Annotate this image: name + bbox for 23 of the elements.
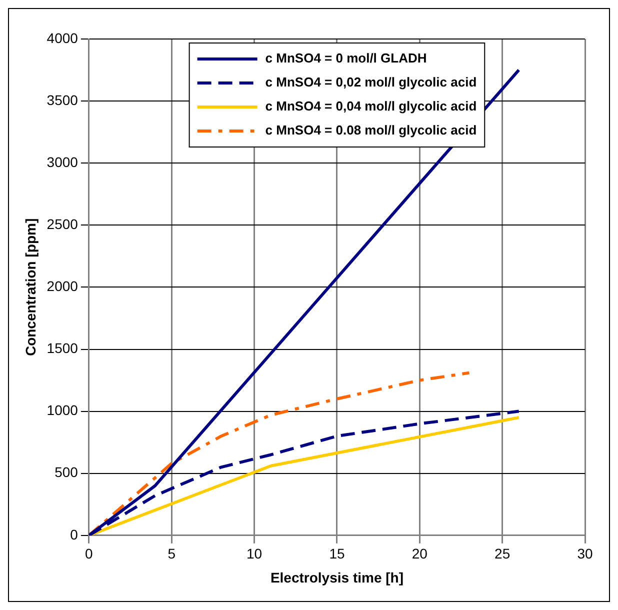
line-series <box>88 371 471 536</box>
y-tick-label: 0 <box>70 526 78 542</box>
legend-label: c MnSO4 = 0,04 mol/l glycolic acid <box>265 98 477 114</box>
legend-label: c MnSO4 = 0.08 mol/l glycolic acid <box>265 122 477 138</box>
y-tick-label: 1500 <box>46 340 78 356</box>
y-tick-label: 3500 <box>46 92 78 108</box>
x-tick-label: 10 <box>246 546 262 562</box>
legend-label: c MnSO4 = 0,02 mol/l glycolic acid <box>265 74 477 90</box>
x-tick-label: 20 <box>412 546 428 562</box>
x-tick-label: 0 <box>85 546 94 562</box>
x-tick-label: 5 <box>168 546 176 562</box>
legend-label: c MnSO4 = 0 mol/l GLADH <box>265 50 427 66</box>
x-tick-label: 30 <box>577 546 593 562</box>
y-tick-label: 4000 <box>46 30 78 46</box>
y-tick-label: 500 <box>54 464 78 480</box>
x-tick-label: 15 <box>329 546 345 562</box>
x-tick-label: 25 <box>494 546 510 562</box>
y-tick-label: 3000 <box>46 154 78 170</box>
y-tick-label: 2500 <box>46 216 78 232</box>
x-axis-title: Electrolysis time [h] <box>270 569 404 586</box>
y-axis-title: Concentration [ppm] <box>22 218 38 356</box>
y-tick-label: 1000 <box>46 402 78 418</box>
y-tick-label: 2000 <box>46 278 78 294</box>
